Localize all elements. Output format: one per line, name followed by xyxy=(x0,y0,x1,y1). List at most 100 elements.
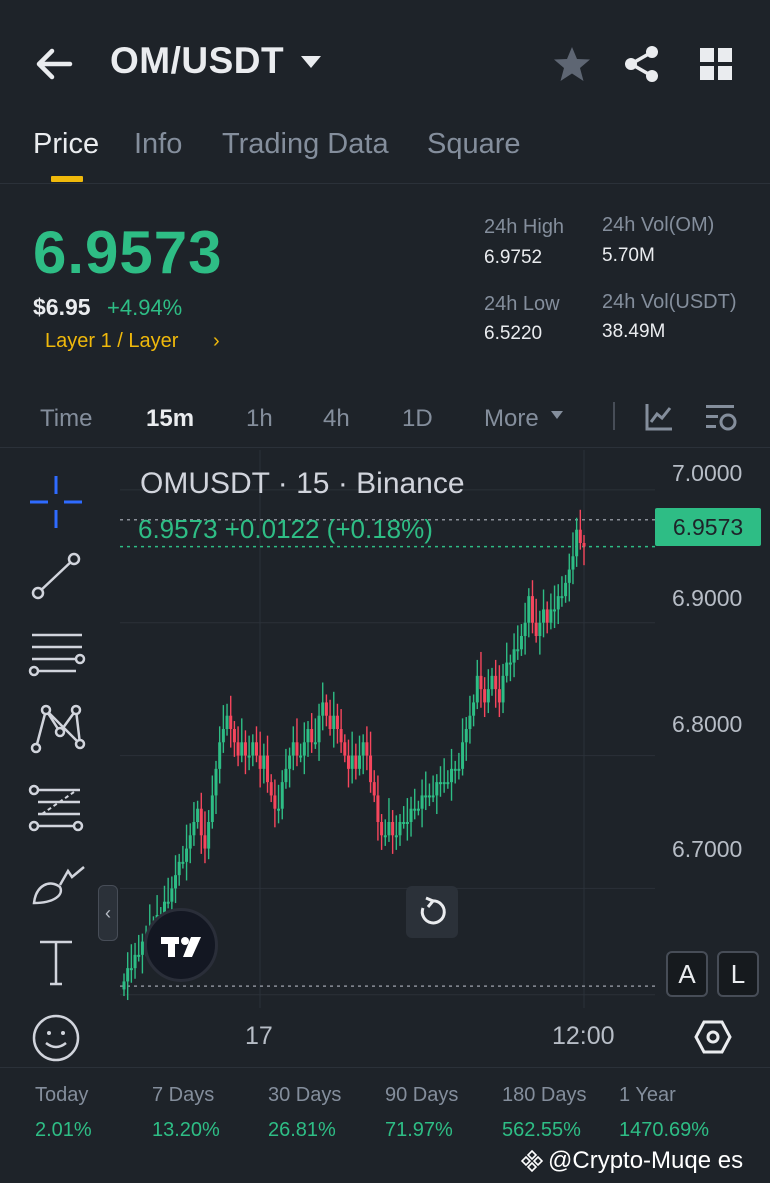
high-value: 6.9752 xyxy=(484,247,543,268)
interval-more[interactable]: More xyxy=(484,405,539,432)
candle-body xyxy=(324,702,328,716)
candle-body xyxy=(578,529,582,543)
candle-body xyxy=(516,649,520,652)
indicator-icon[interactable] xyxy=(644,402,674,432)
perf-1y: 1 Year 1470.69% xyxy=(619,1084,709,1142)
candle-body xyxy=(435,782,439,796)
caret-down-icon[interactable] xyxy=(298,52,324,72)
log-scale-button[interactable]: L xyxy=(717,951,759,997)
tab-square[interactable]: Square xyxy=(427,128,521,160)
candle-body xyxy=(302,742,306,756)
watermark: @Crypto-Muqe es xyxy=(520,1147,743,1175)
emoji-icon[interactable] xyxy=(24,1008,88,1068)
trend-line-icon[interactable] xyxy=(24,547,88,607)
perf-value: 562.55% xyxy=(502,1119,581,1141)
candle-body xyxy=(174,875,178,889)
candle-body xyxy=(398,822,402,836)
crosshair-icon[interactable] xyxy=(24,472,88,532)
low-label: 24h Low xyxy=(484,293,560,315)
candle-body xyxy=(376,795,380,822)
fib-retracement-icon[interactable] xyxy=(24,778,88,838)
low-value: 6.5220 xyxy=(484,323,543,344)
candle-body xyxy=(350,755,354,769)
candle-body xyxy=(291,742,295,756)
interval-bar: Time 15m 1h 4h 1D More xyxy=(0,388,770,448)
candle-body xyxy=(243,742,247,756)
perf-today: Today 2.01% xyxy=(35,1084,92,1142)
hexagon-settings-icon[interactable] xyxy=(694,1018,732,1056)
candle-body xyxy=(277,808,281,811)
back-arrow-icon[interactable] xyxy=(30,42,76,86)
candle-body xyxy=(486,689,490,703)
candle-body xyxy=(288,755,292,769)
perf-label: 180 Days xyxy=(502,1084,587,1106)
collapse-toolbar-button[interactable]: ‹ xyxy=(98,885,118,941)
candle-body xyxy=(475,675,479,703)
candle-body xyxy=(479,675,483,690)
candle-body xyxy=(575,529,579,557)
tab-trading-data[interactable]: Trading Data xyxy=(222,128,389,160)
pair-title[interactable]: OM/USDT xyxy=(110,40,285,81)
chart-ohlc-readout: 6.9573 +0.0122 (+0.18%) xyxy=(138,514,433,544)
interval-4h[interactable]: 4h xyxy=(323,405,350,432)
star-icon[interactable] xyxy=(552,44,592,84)
candle-body xyxy=(527,596,531,623)
perf-value: 26.81% xyxy=(268,1119,336,1141)
last-price: 6.9573 xyxy=(33,219,223,286)
chart-settings-icon[interactable] xyxy=(704,402,738,434)
candle-body xyxy=(218,742,222,769)
performance-row: Today 2.01% 7 Days 13.20% 30 Days 26.81%… xyxy=(0,1067,770,1159)
candle-body xyxy=(295,742,299,756)
candle-body xyxy=(162,901,166,915)
candle-body xyxy=(192,822,196,836)
interval-1h[interactable]: 1h xyxy=(246,405,273,432)
grid-icon[interactable] xyxy=(698,46,734,82)
candle-body xyxy=(553,609,557,612)
interval-time[interactable]: Time xyxy=(40,405,93,432)
candle-body xyxy=(126,968,130,982)
high-label: 24h High xyxy=(484,216,565,238)
chevron-right-icon[interactable]: › xyxy=(213,330,220,352)
y-tick-label: 7.0000 xyxy=(672,460,743,486)
category-link[interactable]: Layer 1 / Layer xyxy=(45,330,179,352)
interval-15m[interactable]: 15m xyxy=(146,405,195,432)
candle-body xyxy=(391,822,395,836)
candle-body xyxy=(214,768,218,796)
candle-body xyxy=(361,742,365,756)
perf-180d: 180 Days 562.55% xyxy=(502,1084,587,1142)
tab-bar: Price Info Trading Data Square xyxy=(0,120,770,184)
reset-chart-button[interactable] xyxy=(406,886,458,938)
candle-body xyxy=(564,582,568,597)
candle-body xyxy=(450,768,454,783)
perf-30d: 30 Days 26.81% xyxy=(268,1084,341,1142)
text-tool-icon[interactable] xyxy=(24,932,88,992)
candle-body xyxy=(497,689,501,703)
tab-price[interactable]: Price xyxy=(33,128,100,160)
candle-body xyxy=(170,888,174,902)
usd-price: $6.95 xyxy=(33,294,91,320)
tradingview-logo-icon xyxy=(161,937,201,957)
interval-1d[interactable]: 1D xyxy=(402,405,433,432)
candle-body xyxy=(221,729,225,743)
candle-body xyxy=(258,755,262,769)
vol-base-label: 24h Vol(OM) xyxy=(602,214,715,236)
candle-body xyxy=(177,861,181,876)
candle-body xyxy=(203,835,207,849)
caret-down-icon[interactable] xyxy=(550,410,564,420)
candle-body xyxy=(523,622,527,636)
candle-body xyxy=(185,848,189,862)
perf-value: 2.01% xyxy=(35,1119,92,1141)
perf-7d: 7 Days 13.20% xyxy=(152,1084,220,1142)
candle-body xyxy=(567,569,571,583)
candle-body xyxy=(453,768,457,771)
candle-body xyxy=(383,835,387,838)
candle-body xyxy=(505,662,509,676)
y-tick-label: 6.9000 xyxy=(672,585,743,611)
divider xyxy=(613,402,615,430)
horizontal-lines-icon[interactable] xyxy=(24,625,88,685)
tab-info[interactable]: Info xyxy=(134,128,183,160)
auto-scale-button[interactable]: A xyxy=(666,951,708,997)
share-icon[interactable] xyxy=(622,44,662,84)
pattern-icon[interactable] xyxy=(24,700,88,760)
brush-icon[interactable] xyxy=(24,855,88,915)
